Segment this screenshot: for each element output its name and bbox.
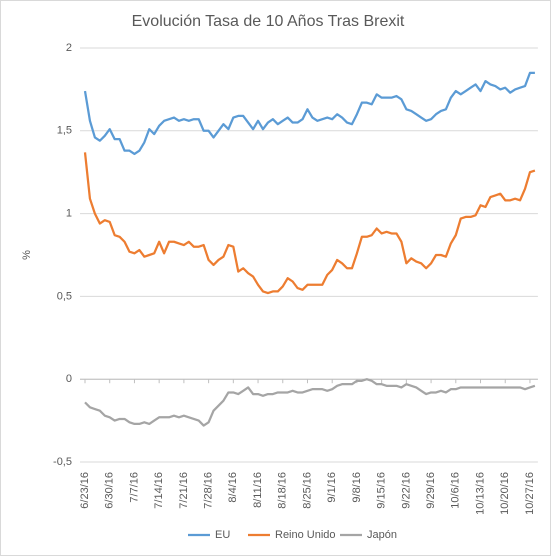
x-tick-label: 9/1/16 xyxy=(326,472,338,503)
legend-label: Japón xyxy=(367,529,397,541)
x-tick-label: 6/30/16 xyxy=(104,472,116,509)
x-tick-label: 10/27/16 xyxy=(524,472,536,515)
x-tick-label: 8/4/16 xyxy=(227,472,239,503)
x-tick-label: 10/20/16 xyxy=(499,472,511,515)
x-tick-label: 10/6/16 xyxy=(450,472,462,509)
x-tick-label: 9/8/16 xyxy=(351,472,363,503)
x-tick-label: 8/11/16 xyxy=(252,472,264,508)
x-tick-label: 6/23/16 xyxy=(79,472,91,509)
x-tick-label: 7/7/16 xyxy=(128,472,140,503)
x-tick-label: 9/22/16 xyxy=(400,472,412,509)
data-line xyxy=(84,378,536,427)
data-line xyxy=(83,71,535,156)
x-tick-label: 9/29/16 xyxy=(425,472,437,509)
y-tick-label: 0,5 xyxy=(57,290,72,302)
data-line xyxy=(83,152,536,295)
x-tick-label: 10/13/16 xyxy=(474,472,486,515)
x-tick-label: 8/25/16 xyxy=(301,472,313,509)
y-tick-label: 2 xyxy=(66,42,72,54)
chart-title: Evolución Tasa de 10 Años Tras Brexit xyxy=(132,13,405,30)
legend-label: Reino Unido xyxy=(275,529,336,541)
y-tick-label: 1 xyxy=(66,208,72,220)
x-tick-label: 7/28/16 xyxy=(203,472,215,509)
y-tick-label: -0,5 xyxy=(53,456,72,468)
x-tick-label: 7/21/16 xyxy=(178,472,190,509)
y-axis-label: % xyxy=(21,250,33,260)
x-tick-label: 8/18/16 xyxy=(277,472,289,509)
x-tick-label: 9/15/16 xyxy=(376,472,388,509)
legend-label: EU xyxy=(215,529,230,541)
x-tick-label: 7/14/16 xyxy=(153,472,165,509)
y-tick-label: 0 xyxy=(66,373,72,385)
y-tick-label: 1,5 xyxy=(57,125,72,137)
